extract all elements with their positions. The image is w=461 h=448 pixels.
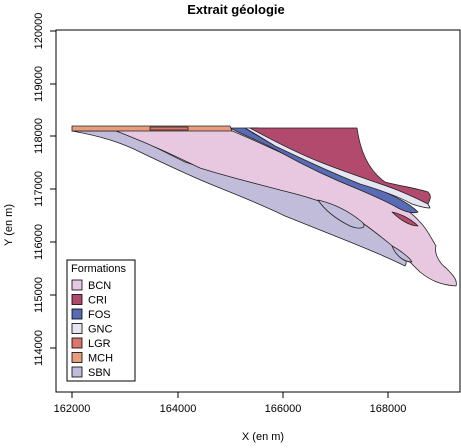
x-tick-label: 162000 [54,403,91,415]
formation-lgr [149,126,189,131]
legend-swatch-bcn [71,279,83,291]
legend-label-cri: CRI [88,295,107,307]
formations-layer [71,125,457,287]
legend-label-mch: MCH [88,353,113,365]
y-tick-label: 115000 [33,277,45,313]
y-axis-title: Y (en m) [3,204,15,246]
x-axis-title: X (en m) [242,431,284,443]
x-tick-label: 168000 [370,403,407,415]
y-tick-label: 118000 [33,118,45,154]
y-tick-label: 117000 [33,171,45,207]
legend-swatch-lgr [71,337,83,349]
legend-label-bcn: BCN [88,280,111,292]
legend-label-gnc: GNC [88,324,113,336]
y-tick-label: 114000 [33,330,45,366]
formation-sbn-lens [317,199,365,229]
x-tick-label: 164000 [160,403,197,415]
legend-label-lgr: LGR [88,338,111,350]
y-axis: 114000 115000 116000 117000 118000 11900… [3,13,57,366]
legend-label-fos: FOS [88,309,111,321]
legend-title: Formations [71,263,127,275]
y-tick-label: 116000 [33,224,45,260]
legend-swatch-gnc [71,323,83,334]
formation-sbn-lens [391,245,413,263]
legend-swatch-cri [71,294,83,305]
legend-label-sbn: SBN [88,367,111,379]
y-tick-label: 120000 [33,13,45,50]
map-title: Extrait géologie [187,2,285,17]
formation-cri-lens [391,211,419,227]
legend: Formations BCN CRI FOS GNC LGR MCH SBN [66,259,136,382]
y-tick-label: 119000 [33,66,45,102]
legend-swatch-sbn [71,366,83,378]
formation-cri [249,127,431,205]
x-tick-label: 166000 [265,403,302,415]
legend-swatch-mch [71,352,83,363]
legend-swatch-fos [71,308,83,320]
x-axis: 162000 164000 166000 168000 X (en m) [54,391,407,443]
